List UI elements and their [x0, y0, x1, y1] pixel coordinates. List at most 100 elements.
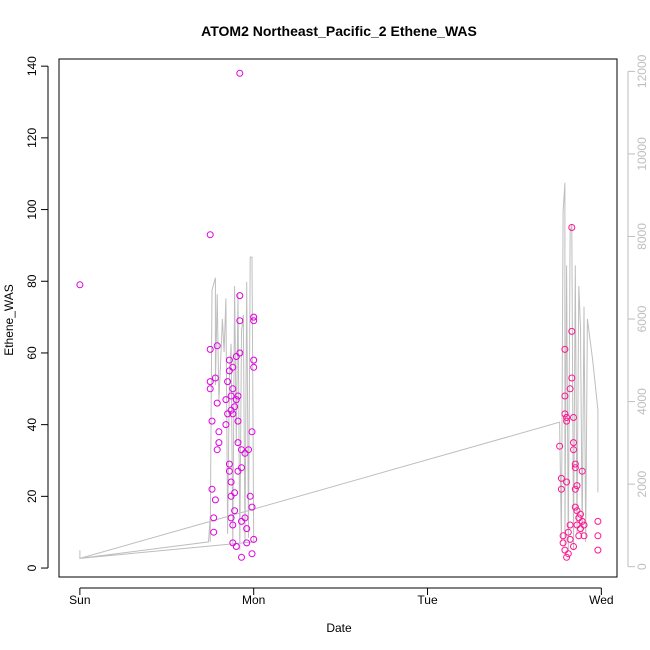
data-point [564, 528, 572, 536]
data-point [238, 464, 245, 472]
data-point [570, 543, 577, 550]
y-axis-right: 0 2000 4000 6000 8000 10000 12000 [627, 54, 649, 570]
data-point [225, 356, 233, 364]
data-point [234, 467, 242, 475]
data-point [241, 449, 249, 457]
y-tick-label-right: 4000 [635, 388, 649, 415]
data-point [227, 478, 235, 486]
data-point [571, 503, 579, 511]
data-point [250, 363, 258, 371]
data-point [227, 392, 235, 400]
data-point [568, 224, 576, 231]
data-point [573, 482, 581, 490]
data-point [232, 543, 240, 550]
data-point [231, 403, 239, 411]
data-point [211, 374, 219, 382]
data-point [571, 485, 579, 493]
data-point [570, 446, 577, 454]
data-point [250, 535, 258, 543]
data-point [561, 392, 569, 400]
data-point [227, 514, 235, 522]
data-point [248, 550, 256, 558]
data-point [227, 492, 235, 500]
data-point [213, 342, 221, 350]
data-point [557, 485, 565, 493]
line-series [79, 182, 599, 559]
y-tick-label-left: 100 [25, 199, 39, 219]
data-point [243, 539, 251, 547]
chart-title: ATOM2 Northeast_Pacific_2 Ethene_WAS [201, 23, 477, 39]
data-point [556, 442, 564, 450]
data-point [245, 446, 252, 454]
data-point [229, 539, 237, 547]
data-point [236, 292, 244, 300]
data-point [577, 525, 584, 533]
data-point [575, 532, 583, 540]
data-point [229, 521, 237, 529]
data-point [231, 489, 239, 497]
data-point [563, 414, 571, 421]
data-point [232, 396, 240, 404]
y-tick-label-left: 80 [25, 274, 39, 288]
data-point [224, 410, 232, 418]
y-tick-label-right: 12000 [635, 54, 649, 88]
data-point [568, 374, 576, 382]
data-point [238, 446, 245, 454]
data-point [578, 517, 586, 525]
y-tick-label-left: 40 [25, 418, 39, 432]
x-tick-label: Sun [69, 593, 90, 607]
data-point [250, 317, 258, 325]
data-point [250, 356, 258, 364]
y-tick-label-right: 8000 [635, 223, 649, 250]
data-point [211, 496, 219, 504]
data-point [236, 317, 244, 325]
data-point [568, 327, 576, 335]
data-point [76, 281, 84, 289]
data-point [206, 345, 214, 353]
data-point [594, 517, 602, 525]
data-point [236, 349, 244, 357]
data-point [238, 553, 245, 561]
data-point [571, 464, 579, 472]
data-point [563, 553, 571, 561]
y-tick-label-left: 120 [25, 128, 39, 148]
data-point [250, 313, 258, 321]
data-point [206, 378, 214, 386]
y-tick-label-right: 6000 [635, 305, 649, 332]
data-point [573, 507, 581, 515]
data-point [246, 492, 254, 500]
data-point [206, 231, 214, 239]
y-tick-label-right: 10000 [635, 137, 649, 171]
data-point [234, 439, 242, 447]
x-tick-label: Tue [417, 593, 438, 607]
x-tick-label: Mon [242, 593, 265, 607]
data-point [580, 532, 588, 540]
data-point [210, 528, 218, 536]
x-axis-label: Date [326, 621, 352, 635]
data-point [561, 410, 569, 418]
data-point [227, 406, 235, 414]
data-point [571, 460, 579, 468]
data-point [566, 521, 574, 529]
series-line-0 [79, 182, 599, 559]
data-point [229, 410, 237, 418]
y-tick-label-left: 60 [25, 346, 39, 360]
data-point [563, 417, 571, 425]
data-point [559, 532, 567, 540]
y-tick-label-right: 2000 [635, 470, 649, 497]
data-point [566, 535, 574, 543]
data-point [231, 507, 239, 515]
data-point [561, 345, 569, 353]
data-point [234, 417, 242, 425]
data-point [594, 532, 602, 540]
data-point [206, 385, 214, 393]
data-point [215, 439, 223, 447]
data-point [570, 414, 577, 421]
data-point [578, 467, 586, 475]
data-point [236, 69, 244, 77]
data-point [225, 460, 233, 468]
data-point [248, 503, 256, 511]
y-tick-label-left: 20 [25, 489, 39, 503]
data-point [577, 510, 584, 518]
